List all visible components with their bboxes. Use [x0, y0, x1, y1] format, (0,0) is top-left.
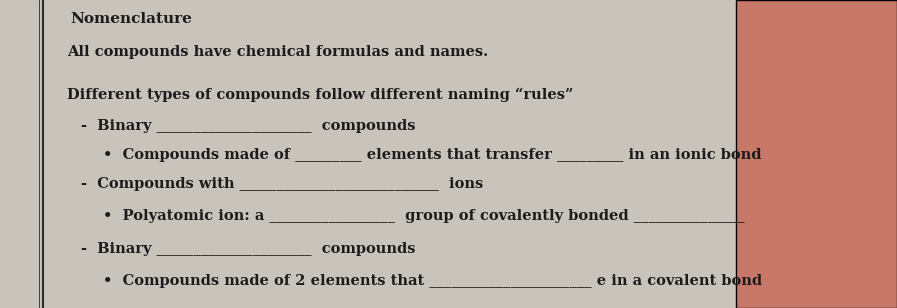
- Text: •  Polyatomic ion: a _________________  group of covalently bonded _____________: • Polyatomic ion: a _________________ gr…: [103, 209, 745, 223]
- Text: -  Binary _____________________  compounds: - Binary _____________________ compounds: [81, 119, 415, 132]
- Text: •  Compounds made of 2 elements that ______________________ e in a covalent bond: • Compounds made of 2 elements that ____…: [103, 274, 762, 288]
- Text: •  Compounds made of _________ elements that transfer _________ in an ionic bond: • Compounds made of _________ elements t…: [103, 148, 762, 162]
- Text: -  Binary _____________________  compounds: - Binary _____________________ compounds: [81, 242, 415, 256]
- FancyBboxPatch shape: [736, 0, 897, 308]
- Text: All compounds have chemical formulas and names.: All compounds have chemical formulas and…: [67, 45, 488, 59]
- Text: Different types of compounds follow different naming “rules”: Different types of compounds follow diff…: [67, 88, 574, 102]
- Text: -  Compounds with ___________________________  ions: - Compounds with _______________________…: [81, 177, 483, 191]
- Text: Nomenclature: Nomenclature: [70, 12, 192, 26]
